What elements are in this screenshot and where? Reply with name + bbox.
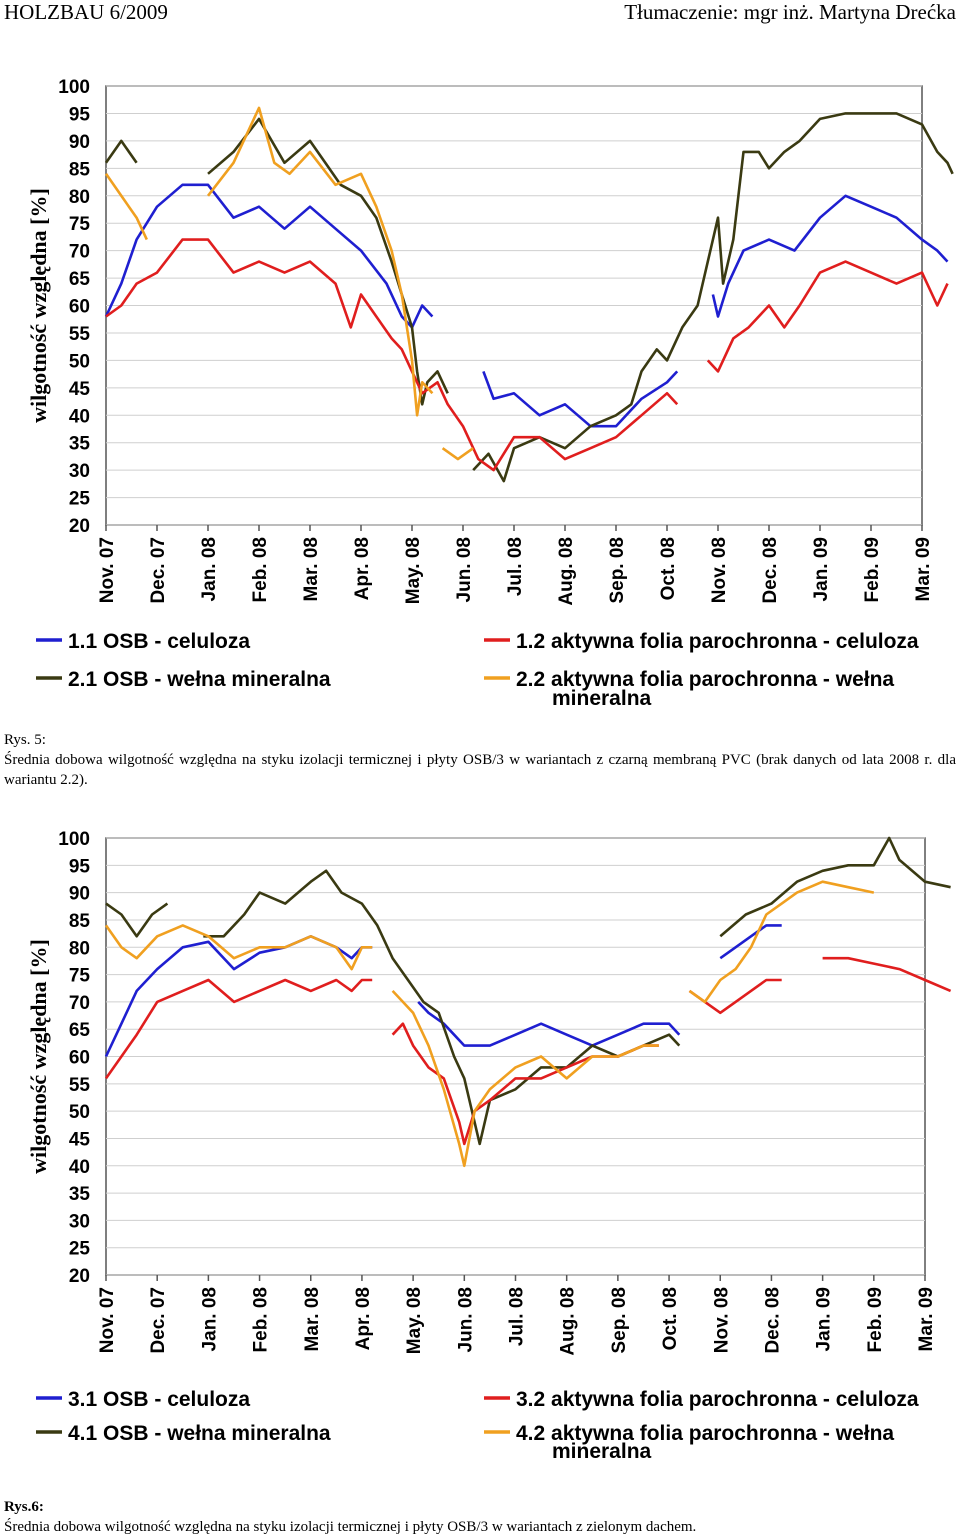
legend-entry-label: 4.1 OSB - wełna mineralna: [68, 1422, 331, 1445]
x-tick-label: Sep. 08: [609, 1287, 630, 1354]
series-line-3: [104, 956, 952, 1146]
y-tick-label: 60: [69, 297, 90, 318]
y-tick-label: 55: [69, 324, 91, 345]
y-tick-label: 70: [69, 993, 90, 1014]
y-tick-label: 20: [69, 1266, 90, 1287]
chart-figure-5: 20 25 30 35 40 45 50 55 60 65 70 75 80 85 90 95 100 Nov. …: [26, 77, 954, 710]
y-tick-label: 55: [69, 1075, 91, 1096]
x-tick-label: Aug. 08: [556, 537, 577, 606]
x-tick-label: Jul. 08: [505, 537, 526, 596]
legend-entry-label: 1.2 aktywna folia parochronna - celuloza: [516, 630, 919, 653]
x-tick-label: Jan. 08: [199, 537, 220, 601]
x-tick-label: Dec. 08: [760, 537, 781, 604]
y-tick-label: 85: [69, 911, 91, 932]
y-tick-label: 80: [69, 187, 90, 208]
x-tick-label: Oct. 08: [660, 1287, 681, 1350]
series-line-1: [104, 924, 782, 1058]
y-tick-label: 85: [69, 159, 91, 180]
x-tick-label: Nov. 08: [709, 537, 730, 603]
y-tick-label: 30: [69, 461, 90, 482]
legend-entry-label-cont: mineralna: [552, 1440, 652, 1463]
legend-entry-label: 1.1 OSB - celuloza: [68, 630, 250, 653]
y-tick-label: 65: [69, 269, 91, 290]
series-line-2: [105, 836, 951, 1146]
x-tick-label: Nov. 07: [97, 1287, 118, 1353]
document-header-right: Tłumaczenie: mgr inż. Martyna Drećka: [624, 0, 956, 24]
y-tick-label: 50: [69, 1102, 90, 1123]
caption-figure-6-label: Rys.6:: [4, 1499, 44, 1515]
y-tick-label: 25: [69, 1239, 91, 1260]
caption-figure-6-text: Średnia dobowa wilgotność względna na st…: [4, 1519, 697, 1535]
x-tick-label: Dec. 08: [762, 1287, 783, 1354]
document-header-left: HOLZBAU 6/2009: [4, 0, 168, 24]
x-tick-label: Aug. 08: [558, 1287, 579, 1356]
y-tick-label: 75: [69, 966, 91, 987]
y-tick-label: 45: [69, 379, 91, 400]
chart-figure-6: 20 25 30 35 40 45 50 55 60 65 70 75 80 85 90 95 100 Nov. …: [26, 829, 952, 1463]
x-tick-label: Nov. 07: [97, 537, 118, 603]
caption-figure-6: Rys.6: Średnia dobowa wilgotność względn…: [4, 1497, 956, 1537]
y-tick-label: 90: [69, 884, 90, 905]
y-tick-label: 40: [69, 406, 90, 427]
x-tick-label: Feb. 08: [250, 537, 271, 602]
y-axis-label: wilgotność względna [%]: [26, 188, 51, 423]
y-axis-label: wilgotność względna [%]: [26, 939, 51, 1174]
x-tick-label: Jan. 09: [811, 537, 832, 601]
x-tick-label: Mar. 08: [302, 1287, 323, 1351]
y-tick-label: 25: [69, 489, 91, 510]
y-tick-label: 100: [58, 829, 90, 850]
x-tick-label: Feb. 09: [865, 1287, 886, 1352]
x-tick-label: Jun. 08: [454, 537, 475, 602]
x-tick-label: Apr. 08: [353, 1287, 374, 1350]
legend-entry-label: 2.1 OSB - wełna mineralna: [68, 668, 331, 691]
y-tick-label: 35: [69, 1184, 91, 1205]
legend-entry-label: 3.2 aktywna folia parochronna - celuloza: [516, 1388, 919, 1411]
y-tick-label: 40: [69, 1157, 90, 1178]
y-tick-label: 80: [69, 938, 90, 959]
series-line-2: [104, 112, 954, 483]
x-tick-label: Mar. 08: [301, 537, 322, 601]
y-tick-label: 60: [69, 1048, 90, 1069]
y-tick-label: 65: [69, 1020, 91, 1041]
x-tick-label: Feb. 09: [862, 537, 883, 602]
x-tick-label: Nov. 08: [711, 1287, 732, 1353]
x-tick-label: Oct. 08: [658, 537, 679, 600]
y-tick-label: 100: [58, 77, 90, 98]
x-tick-label: Jul. 08: [507, 1287, 528, 1346]
y-tick-label: 90: [69, 132, 90, 153]
series-line-3: [105, 238, 949, 472]
series-line-4: [104, 106, 474, 461]
caption-figure-5: Rys. 5: Średnia dobowa wilgotność względ…: [4, 730, 956, 790]
legend-entry-label: 3.1 OSB - celuloza: [68, 1388, 250, 1411]
legend-entry-label-cont: mineralna: [552, 687, 652, 710]
y-tick-label: 70: [69, 242, 90, 263]
x-tick-label: Dec. 07: [148, 537, 169, 604]
x-tick-label: Feb. 08: [251, 1287, 272, 1352]
x-tick-label: Dec. 07: [148, 1287, 169, 1354]
legend-entry-label: 2.2 aktywna folia parochronna - wełna: [516, 668, 894, 691]
y-tick-label: 50: [69, 351, 90, 372]
legend-entry-label: 4.2 aktywna folia parochronna - wełna: [516, 1422, 894, 1445]
y-tick-label: 35: [69, 434, 91, 455]
caption-figure-5-text: Średnia dobowa wilgotność względna na st…: [4, 752, 956, 788]
y-tick-label: 45: [69, 1129, 91, 1150]
x-tick-label: Apr. 08: [352, 537, 373, 600]
y-tick-label: 95: [69, 104, 91, 125]
caption-figure-5-label: Rys. 5:: [4, 732, 46, 748]
x-tick-label: May. 08: [404, 1287, 425, 1354]
x-tick-label: Jan. 09: [814, 1287, 835, 1351]
y-tick-label: 75: [69, 214, 91, 235]
y-tick-label: 30: [69, 1211, 90, 1232]
y-tick-label: 95: [69, 856, 91, 877]
x-tick-label: Jan. 08: [199, 1287, 220, 1351]
x-tick-label: Mar. 09: [916, 1287, 937, 1351]
x-tick-label: Mar. 09: [913, 537, 934, 601]
y-tick-label: 20: [69, 516, 90, 537]
series-line-4: [104, 880, 875, 1168]
x-tick-label: Jun. 08: [455, 1287, 476, 1352]
x-tick-label: Sep. 08: [607, 537, 628, 604]
x-tick-label: May. 08: [403, 537, 424, 604]
